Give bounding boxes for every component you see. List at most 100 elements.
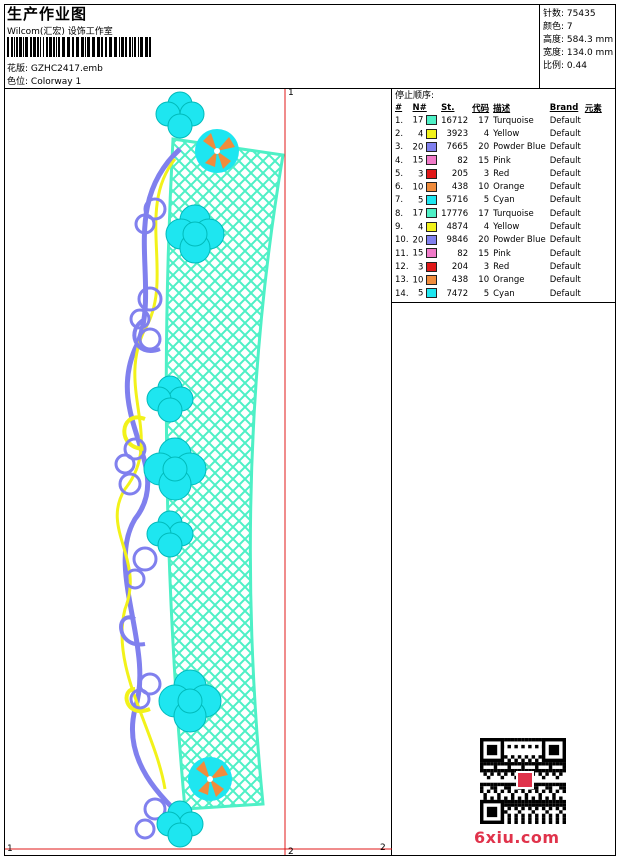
qr-module	[528, 820, 532, 824]
qr-module	[545, 799, 549, 804]
qr-module	[535, 803, 539, 807]
qr-module	[514, 762, 518, 766]
stitches-cell: 205	[451, 168, 469, 179]
qr-module	[500, 762, 505, 766]
qr-module	[517, 799, 522, 804]
stitches-cell: 9846	[446, 235, 469, 246]
brand-cell: Default	[549, 115, 581, 126]
qr-module	[528, 768, 532, 773]
stitches-cell: 5716	[446, 195, 469, 206]
barcode-bar	[125, 37, 127, 57]
qr-module	[538, 755, 542, 759]
element-cell	[583, 220, 604, 233]
qr-module	[535, 782, 539, 787]
qr-module	[517, 762, 522, 766]
description-cell: Turquoise	[493, 115, 534, 126]
needle-cell: 10	[411, 180, 440, 193]
code-cell: 10	[478, 182, 490, 193]
qr-module	[541, 820, 546, 824]
qr-module	[552, 782, 556, 787]
qr-module	[545, 786, 549, 790]
qr-module	[555, 813, 560, 818]
qr-module	[541, 762, 546, 766]
code-cell: 4	[483, 222, 490, 233]
scroll-stem-yellow	[115, 158, 177, 790]
qr-module	[504, 782, 508, 787]
qr-module	[504, 796, 508, 800]
qr-module	[521, 768, 525, 773]
qr-module	[507, 738, 511, 742]
qr-module	[538, 738, 542, 742]
qr-module	[535, 799, 539, 804]
qr-module	[562, 782, 566, 787]
code-cell: 15	[478, 155, 490, 166]
qr-module	[552, 799, 556, 804]
color-swatch	[426, 288, 438, 299]
needle-cell: 15	[411, 154, 440, 167]
qr-module	[517, 810, 522, 814]
code-cell: 3	[483, 261, 490, 272]
stat-colors-label: 颜色:	[543, 22, 565, 32]
qr-module	[514, 738, 518, 742]
qr-module	[510, 738, 515, 742]
column-header: 代码	[472, 103, 490, 114]
qr-module	[535, 738, 539, 742]
qr-module	[480, 786, 484, 790]
qr-module	[521, 758, 525, 763]
barcode-bar	[119, 37, 120, 57]
stat-width-label: 宽度:	[543, 48, 565, 58]
barcode-bar	[49, 37, 52, 57]
qr-module	[548, 803, 553, 807]
qr-module	[524, 793, 529, 797]
qr-module	[531, 755, 536, 759]
scroll-stem-purple	[122, 147, 197, 831]
color-swatch	[426, 168, 438, 179]
qr-module	[483, 782, 487, 787]
qr-module	[559, 796, 563, 800]
description-cell: Powder Blue	[493, 235, 546, 246]
barcode-bar	[114, 37, 117, 57]
qr-module	[559, 786, 563, 790]
qr-module	[514, 799, 518, 804]
qr-module	[504, 803, 508, 807]
qr-module	[507, 782, 511, 787]
stat-scale-value: 0.44	[566, 61, 587, 71]
qr-module	[541, 806, 546, 811]
barcode-bar	[11, 37, 13, 57]
qr-module	[538, 796, 542, 800]
element-cell	[583, 180, 604, 193]
qr-module	[521, 803, 525, 807]
table-row: 4. 15 82 15 Pink Default	[393, 154, 604, 167]
barcode-bar	[56, 37, 57, 57]
barcode-bar	[33, 37, 36, 57]
stitches-cell: 7665	[446, 142, 469, 153]
brand-cell: Default	[549, 248, 581, 259]
qr-module	[510, 782, 515, 787]
qr-module	[535, 744, 539, 749]
qr-module	[510, 796, 515, 800]
qr-module	[548, 782, 553, 787]
barcode-bar	[43, 37, 44, 57]
barcode-bar	[87, 37, 90, 57]
qr-module	[493, 782, 498, 787]
stat-colors: 颜色: 7	[543, 19, 573, 32]
brand-cell: Default	[549, 168, 581, 179]
qr-module	[514, 789, 518, 794]
qr-module	[531, 803, 536, 807]
table-row: 13. 10 438 10 Orange Default	[393, 274, 604, 287]
qr-module	[535, 806, 539, 811]
column-header: St.	[441, 102, 455, 113]
qr-module	[559, 803, 563, 807]
qr-module	[521, 738, 525, 742]
brand-cell: Default	[549, 222, 581, 233]
idx-cell: 11.	[395, 248, 409, 259]
barcode-bar	[76, 37, 79, 57]
code-cell: 15	[478, 248, 490, 259]
qr-module	[528, 738, 532, 742]
qr-module	[483, 796, 487, 800]
qr-module	[548, 820, 553, 824]
qr-module	[555, 789, 560, 794]
qr-module	[483, 762, 487, 766]
barcode-bar	[140, 37, 143, 57]
qr-finder	[486, 806, 498, 818]
